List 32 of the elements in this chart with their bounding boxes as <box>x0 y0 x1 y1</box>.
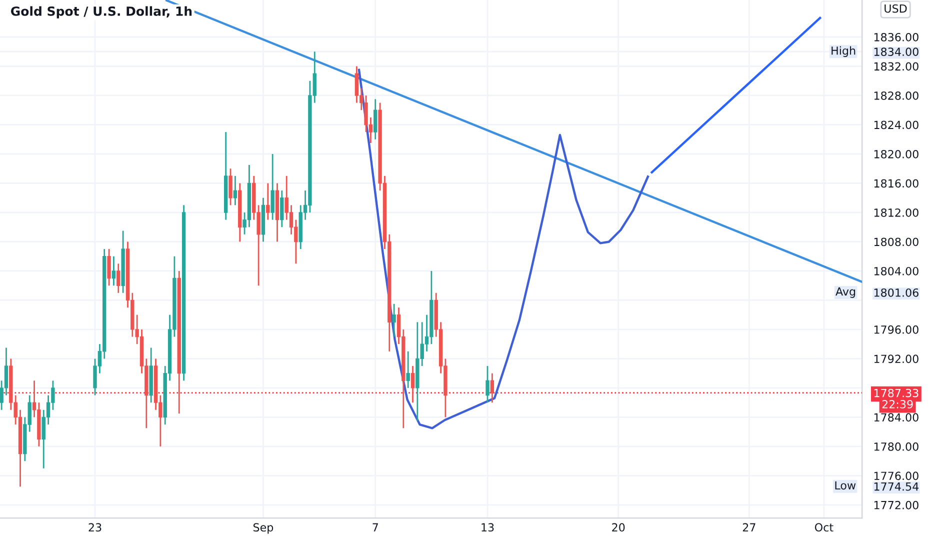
x-tick-label: 7 <box>372 523 378 532</box>
y-tick-label: 1816.00 <box>874 179 918 188</box>
y-tick-label: 1828.00 <box>874 91 918 100</box>
y-tick-label: 1796.00 <box>874 325 918 334</box>
y-tick-label: 1792.00 <box>874 354 918 364</box>
y-tick-label: 1832.00 <box>874 62 918 71</box>
x-tick-label: 23 <box>88 523 102 532</box>
y-tick-label: 1784.00 <box>874 413 918 422</box>
y-tick-label: 1804.00 <box>874 266 918 276</box>
y-tick-label: 1787.33 <box>874 388 918 398</box>
text: USD <box>884 4 907 13</box>
x-tick-label: 27 <box>742 523 756 532</box>
y-tick-label: 1772.00 <box>874 500 918 510</box>
annotation: Low <box>835 481 856 490</box>
annotation: High <box>832 46 856 57</box>
x-tick-label: 20 <box>612 523 625 532</box>
x-tick-label: 13 <box>482 523 494 532</box>
y-tick-label: 1780.00 <box>874 442 918 451</box>
y-tick-label: 1820.00 <box>874 150 918 158</box>
y-tick-label: 1808.00 <box>874 238 918 246</box>
y-tick-label: 1774.54 <box>874 482 919 491</box>
y-tick-label: 1812.00 <box>874 208 918 217</box>
annotation: Avg <box>836 287 856 298</box>
x-tick-label: Oct <box>814 523 834 532</box>
text: 22:39 <box>882 400 913 408</box>
y-tick-label: 1836.00 <box>874 32 918 42</box>
x-tick-label: Sep <box>253 523 274 534</box>
y-tick-label: 1801.06 <box>874 288 918 297</box>
y-tick-label: 1834.00 <box>874 48 918 56</box>
chart-title: Gold Spot / U.S. Dollar, 1h <box>10 6 192 18</box>
y-tick-label: 1776.00 <box>874 472 918 480</box>
y-tick-label: 1824.00 <box>874 120 918 130</box>
